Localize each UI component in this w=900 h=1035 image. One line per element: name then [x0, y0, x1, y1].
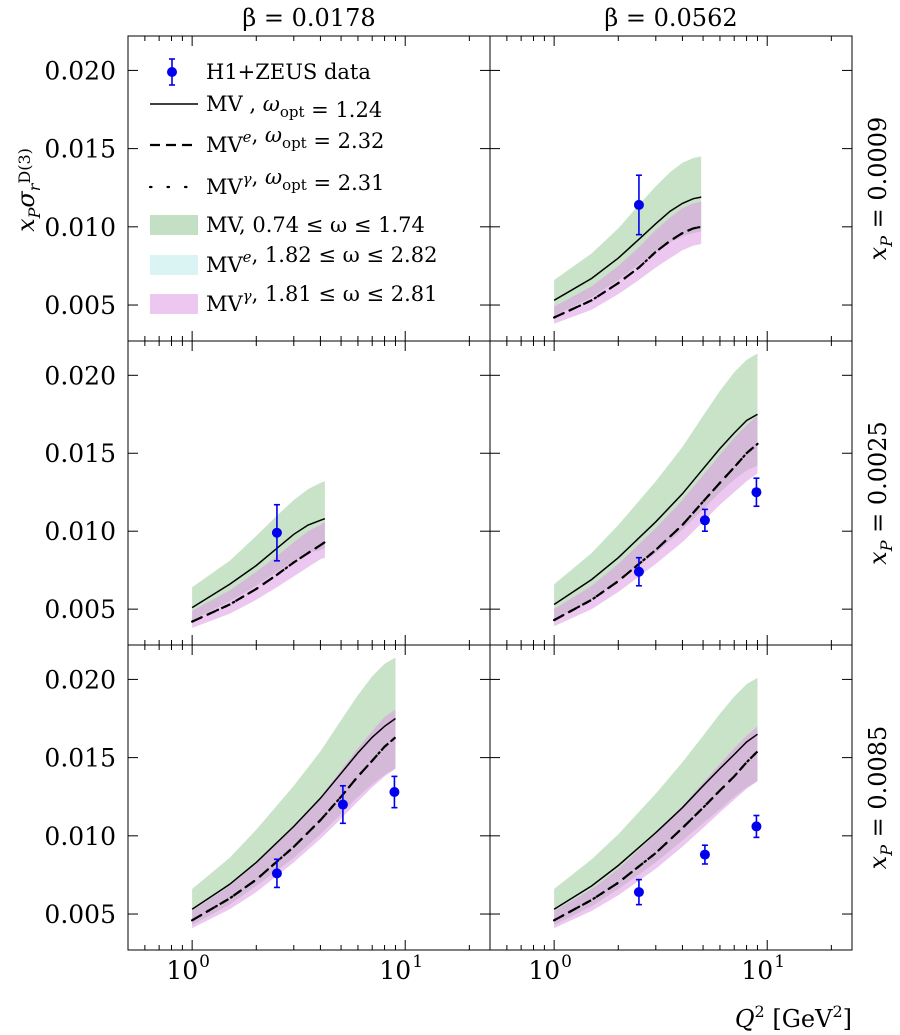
curve-mve-r2-c2 — [553, 443, 759, 622]
legend-label-mve: MVe, ωopt = 2.32 — [206, 123, 384, 157]
data-point-r1-c2-1 — [633, 199, 644, 210]
curve-mv-r1-c2 — [553, 196, 702, 301]
legend-label-band_mvg: MVγ, 1.81 ≤ ω ≤ 2.81 — [206, 282, 438, 316]
curve-mvg-r3-c1 — [191, 736, 397, 922]
band-mv-r1-c2 — [554, 156, 702, 316]
legend-swatch-band_mv — [150, 215, 198, 235]
panel-frame-r3-c2 — [489, 644, 853, 951]
data-point-r2-c1-1 — [271, 527, 282, 538]
legend-data-marker — [167, 67, 177, 77]
legend-label-band_mv: MV, 0.74 ≤ ω ≤ 1.74 — [206, 213, 425, 237]
legend-swatch-band_mve — [150, 255, 198, 275]
x-axis-title: Q2 [GeV2] — [735, 1002, 852, 1033]
curve-mv-r3-c2 — [553, 733, 758, 910]
y-tick-label: 0.005 — [44, 291, 116, 320]
data-point-r2-c2-3 — [751, 487, 762, 498]
band-mv-r2-c2 — [554, 353, 758, 621]
band-mv-r3-c1 — [192, 657, 396, 925]
y-axis-title: xPσrD(3) — [12, 148, 44, 232]
curve-mvg-r2-c1 — [191, 540, 326, 623]
column-label-1: β = 0.0178 — [242, 4, 375, 32]
y-tick-label: 0.020 — [44, 56, 116, 85]
curves-layer — [191, 196, 759, 922]
row-label-2: xP = 0.0025 — [864, 421, 896, 565]
curve-mve-r2-c1 — [191, 541, 326, 623]
data-point-r3-c1-3 — [389, 787, 400, 798]
legend-label-data: H1+ZEUS data — [206, 60, 371, 84]
data-point-r3-c2-2 — [699, 849, 710, 860]
frame-layer — [127, 35, 853, 951]
y-tick-label: 0.010 — [44, 822, 116, 851]
legend-label-mv: MV , ωopt = 1.24 — [206, 92, 382, 122]
y-tick-label: 0.015 — [44, 439, 116, 468]
data-point-r2-c2-1 — [633, 566, 644, 577]
band-mv-r2-c1 — [192, 481, 325, 621]
data-point-r3-c1-2 — [337, 799, 348, 810]
data-point-r2-c2-2 — [699, 515, 710, 526]
y-tick-label: 0.005 — [44, 900, 116, 929]
bands-layer — [192, 156, 758, 929]
column-label-2: β = 0.0562 — [604, 4, 737, 32]
band-mvg-r2-c2 — [554, 415, 758, 627]
y-tick-label: 0.005 — [44, 595, 116, 624]
legend-swatch-band_mvg — [150, 294, 198, 314]
curve-mv-r2-c1 — [191, 517, 326, 609]
x-tick-label: 100 — [166, 952, 210, 985]
y-tick-label: 0.015 — [44, 744, 116, 773]
band-mvg-r3-c1 — [192, 709, 396, 929]
curve-mve-r3-c2 — [553, 750, 759, 922]
curve-mv-r2-c2 — [553, 413, 758, 606]
curve-mv-r3-c1 — [191, 717, 396, 910]
curve-mvg-r1-c2 — [552, 225, 703, 319]
band-mvg-r2-c1 — [192, 521, 325, 628]
legend-label-mvg: MVγ, ωopt = 2.31 — [206, 165, 385, 199]
x-tick-label: 101 — [379, 952, 423, 985]
data-point-r3-c2-1 — [633, 887, 644, 898]
band-mvg-r3-c2 — [554, 726, 758, 929]
row-label-3: xP = 0.0085 — [864, 726, 896, 870]
labels-layer: 0.005 0.010 0.015 0.020 0.005 0.010 0.015 0.020… — [12, 4, 896, 1033]
y-tick-label: 0.015 — [44, 135, 116, 164]
y-tick-label: 0.020 — [44, 361, 116, 390]
data-point-r3-c1-1 — [271, 868, 282, 879]
curve-mvg-r3-c2 — [552, 750, 759, 922]
x-tick-label: 100 — [528, 952, 572, 985]
band-mvg-r1-c2 — [554, 201, 702, 324]
y-tick-label: 0.020 — [44, 665, 116, 694]
x-tick-label: 101 — [741, 952, 785, 985]
data-point-r3-c2-3 — [751, 821, 762, 832]
y-tick-label: 0.010 — [44, 517, 116, 546]
band-mv-r3-c2 — [554, 677, 758, 925]
legend-label-band_mve: MVe, 1.82 ≤ ω ≤ 2.82 — [206, 243, 437, 277]
y-tick-label: 0.010 — [44, 213, 116, 242]
data-layer — [271, 174, 762, 906]
row-label-1: xP = 0.0009 — [864, 117, 896, 261]
